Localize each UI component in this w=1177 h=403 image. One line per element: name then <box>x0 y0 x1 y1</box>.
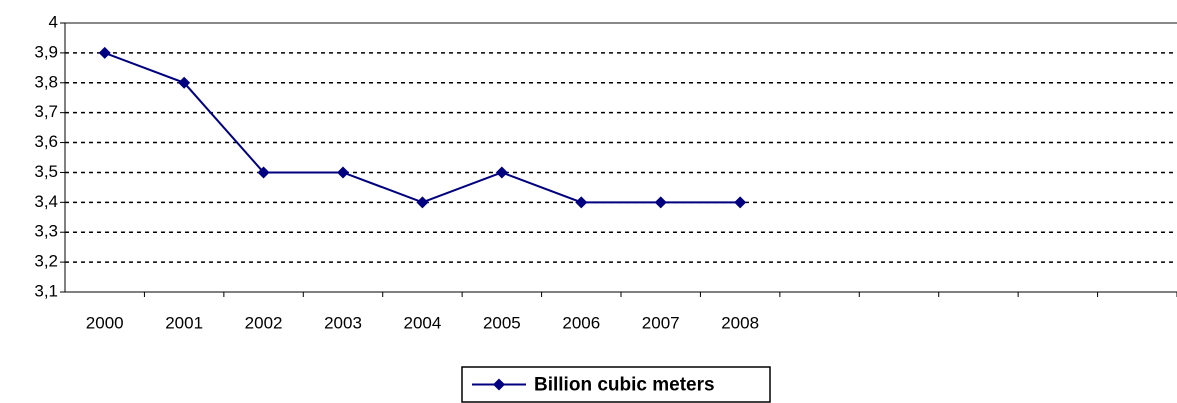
y-tick-label: 3,2 <box>34 252 58 271</box>
y-tick-label: 3,8 <box>34 72 58 91</box>
x-tick-label: 2001 <box>165 313 203 332</box>
x-tick-label: 2003 <box>324 313 362 332</box>
x-tick-label: 2002 <box>245 313 283 332</box>
x-tick-label: 2008 <box>721 313 759 332</box>
y-tick-label: 3,3 <box>34 222 58 241</box>
y-tick-label: 3,5 <box>34 162 58 181</box>
x-tick-label: 2005 <box>483 313 521 332</box>
point-marker <box>654 196 667 209</box>
y-tick-label: 4 <box>49 12 58 31</box>
series-line <box>104 51 741 204</box>
legend-label: Billion cubic meters <box>534 375 715 396</box>
point-marker <box>416 196 429 209</box>
y-tick-label: 3,1 <box>34 281 58 300</box>
y-tick-label: 3,6 <box>34 132 58 151</box>
y-tick-label: 3,4 <box>34 192 58 211</box>
point-marker <box>257 166 270 179</box>
x-tick-label: 2007 <box>642 313 680 332</box>
point-marker <box>337 166 349 179</box>
y-tick-label: 3,9 <box>34 42 58 61</box>
point-marker <box>98 46 111 59</box>
x-tick-label: 2006 <box>562 313 600 332</box>
legend-box <box>461 366 771 403</box>
point-marker <box>495 166 508 179</box>
point-marker <box>178 76 191 89</box>
x-tick-label: 2004 <box>404 313 442 332</box>
legend-marker <box>493 378 505 391</box>
point-marker <box>734 196 747 209</box>
point-marker <box>575 196 588 209</box>
y-tick-label: 3,7 <box>34 102 58 121</box>
x-tick-label: 2000 <box>86 313 124 332</box>
